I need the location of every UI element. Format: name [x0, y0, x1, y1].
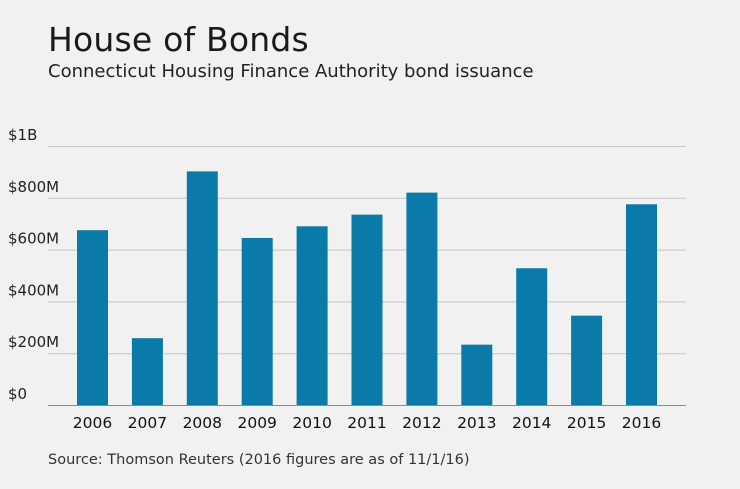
x-tick-label: 2016 — [622, 414, 661, 432]
bar-2015 — [571, 315, 603, 405]
y-axis-tick-labels: $0 $200M $400M $600M $800M $1B — [8, 126, 59, 403]
x-tick-label: 2011 — [347, 414, 386, 432]
y-tick-label: $200M — [8, 333, 59, 351]
y-tick-label: $0 — [8, 385, 27, 403]
x-tick-label: 2013 — [457, 414, 496, 432]
bar-2016 — [626, 204, 657, 405]
y-tick-label: $1B — [8, 126, 37, 144]
bar-2012 — [406, 192, 438, 405]
x-axis-tick-labels: 2006 2007 2008 2009 2010 2011 2012 2013 2014 2015… — [73, 414, 661, 432]
x-tick-label: 2014 — [512, 414, 551, 432]
x-tick-label: 2007 — [128, 414, 167, 432]
chart-subtitle: Connecticut Housing Finance Authority bo… — [48, 61, 534, 82]
bar-2009 — [241, 237, 273, 405]
bar-2006 — [77, 230, 108, 405]
bars — [77, 171, 657, 405]
bar-2010 — [296, 226, 328, 405]
bar-2008 — [186, 171, 218, 405]
x-tick-label: 2008 — [183, 414, 222, 432]
chart-title: House of Bonds — [48, 20, 309, 59]
bar-2011 — [351, 214, 383, 405]
bar-2014 — [516, 268, 548, 405]
x-tick-label: 2006 — [73, 414, 112, 432]
y-tick-label: $800M — [8, 178, 59, 196]
source-note: Source: Thomson Reuters (2016 figures ar… — [48, 452, 470, 468]
x-tick-label: 2010 — [292, 414, 331, 432]
bar-2013 — [461, 344, 493, 405]
x-tick-label: 2015 — [567, 414, 606, 432]
x-tick-label: 2012 — [402, 414, 441, 432]
y-tick-label: $600M — [8, 230, 59, 248]
y-tick-label: $400M — [8, 281, 59, 299]
x-tick-label: 2009 — [237, 414, 276, 432]
bar-2007 — [131, 338, 163, 405]
